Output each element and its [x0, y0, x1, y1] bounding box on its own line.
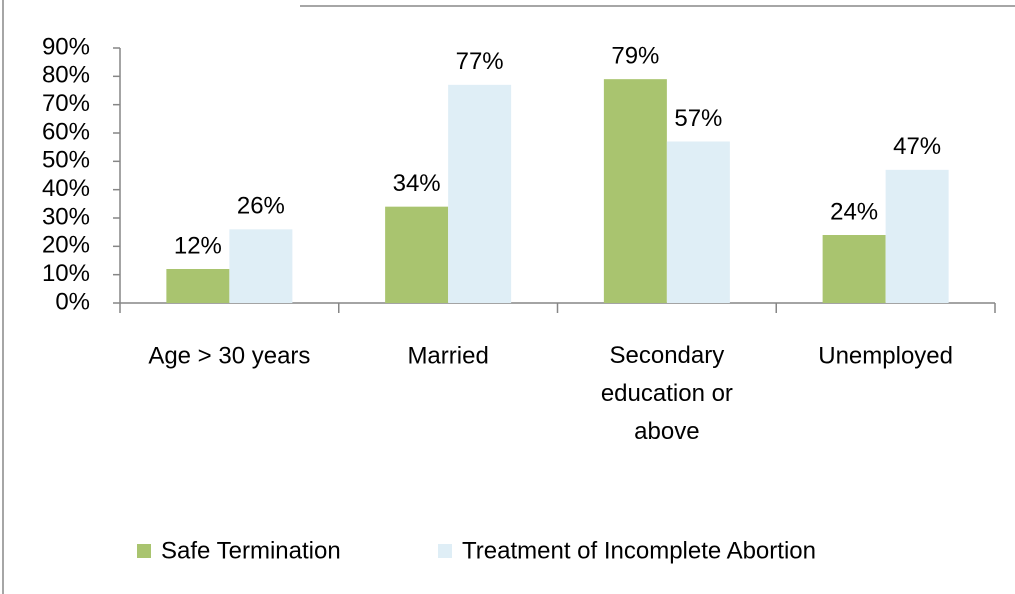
x-tick-label: Age > 30 years [148, 342, 310, 369]
y-tick-label: 40% [42, 175, 90, 202]
value-label: 24% [830, 198, 878, 225]
x-tick-label-line: education or [601, 380, 733, 407]
y-tick-label: 60% [42, 118, 90, 145]
y-tick-label: 20% [42, 232, 90, 259]
y-tick-label: 0% [55, 288, 90, 315]
y-tick-label: 70% [42, 90, 90, 117]
x-tick-label-line: above [634, 418, 699, 445]
y-tick-label: 10% [42, 260, 90, 287]
x-tick-label: Unemployed [818, 342, 953, 369]
y-tick-label: 30% [42, 203, 90, 230]
bar [822, 235, 886, 303]
bar [229, 229, 293, 303]
bar [448, 84, 512, 303]
bar [166, 269, 230, 303]
bar [385, 206, 449, 303]
bar [885, 169, 949, 303]
value-label: 79% [611, 43, 659, 70]
value-label: 47% [893, 133, 941, 160]
value-label: 12% [174, 232, 222, 259]
legend-swatch [438, 544, 452, 558]
bar [666, 141, 730, 303]
value-label: 26% [237, 193, 285, 220]
legend-label: Safe Termination [161, 537, 341, 564]
value-label: 34% [393, 170, 441, 197]
legend-label: Treatment of Incomplete Abortion [462, 537, 816, 564]
y-tick-label: 90% [42, 33, 90, 60]
x-tick-label: Married [407, 342, 488, 369]
legend-swatch [137, 544, 151, 558]
value-label: 77% [456, 48, 504, 75]
bar [603, 79, 667, 304]
y-tick-label: 80% [42, 62, 90, 89]
x-tick-label-line: Secondary [610, 342, 725, 369]
x-tick-label: Secondary education or above [601, 342, 733, 445]
y-tick-label: 50% [42, 147, 90, 174]
value-label: 57% [674, 105, 722, 132]
